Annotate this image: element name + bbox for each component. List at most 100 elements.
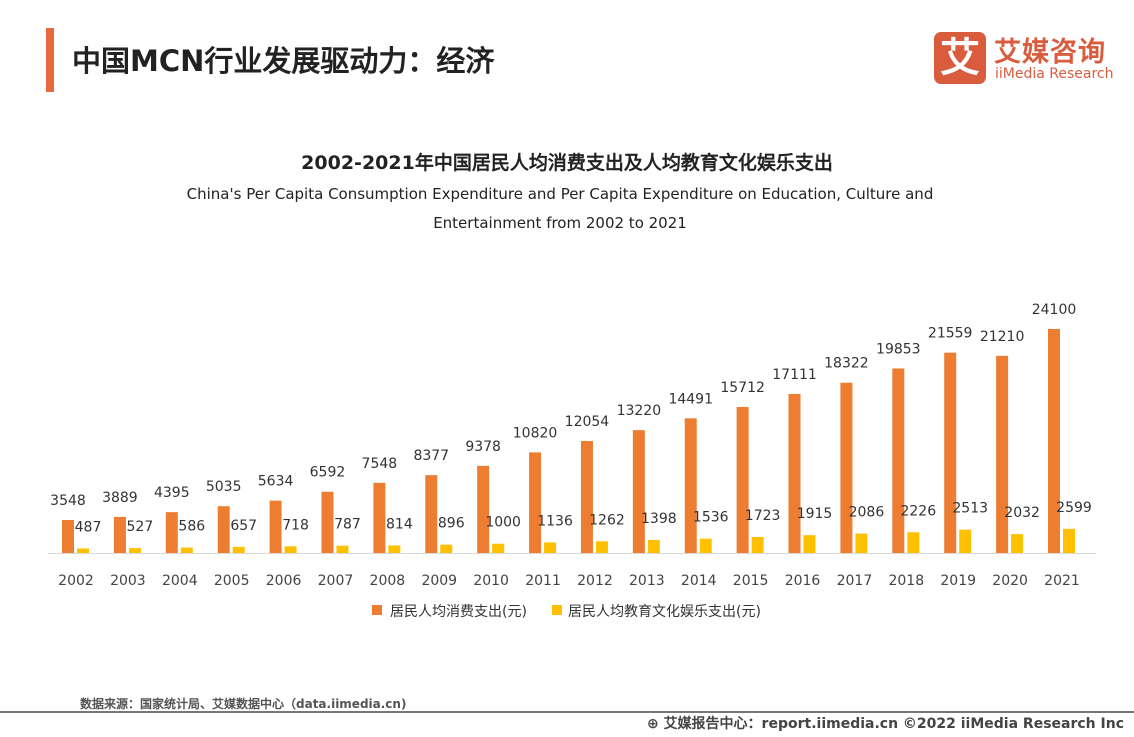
- data-label: 10820: [513, 425, 558, 441]
- footer-text: 艾媒报告中心：report.iimedia.cn ©2022 iiMedia R…: [663, 716, 1124, 732]
- bar-education: [647, 540, 660, 553]
- data-label: 13220: [617, 403, 662, 419]
- x-tick-label: 2017: [837, 573, 873, 589]
- legend-swatch: [372, 605, 382, 615]
- bar-education: [959, 529, 972, 553]
- bar-education: [544, 542, 557, 553]
- data-label: 586: [178, 519, 205, 535]
- bar-consumption: [840, 382, 853, 553]
- data-label: 5634: [258, 474, 294, 490]
- data-label: 657: [230, 518, 257, 534]
- data-label: 2032: [1004, 505, 1040, 521]
- bar-education: [751, 536, 764, 553]
- x-tick-label: 2012: [577, 573, 613, 589]
- data-label: 1398: [641, 511, 677, 527]
- data-label: 2226: [900, 503, 936, 519]
- bar-consumption: [165, 512, 178, 553]
- data-label: 1723: [745, 508, 781, 524]
- legend-label: 居民人均消费支出(元): [390, 604, 527, 620]
- data-label: 896: [438, 516, 465, 532]
- x-tick-label: 2009: [421, 573, 457, 589]
- x-tick-label: 2019: [940, 573, 976, 589]
- chart-subtitle: China's Per Capita Consumption Expenditu…: [186, 185, 934, 232]
- bar-education: [1011, 534, 1024, 553]
- footer-copyright: ⊕ 艾媒报告中心：report.iimedia.cn ©2022 iiMedia…: [647, 713, 1124, 733]
- data-label: 21559: [928, 326, 973, 342]
- data-label: 8377: [413, 448, 449, 464]
- data-label: 718: [282, 517, 309, 533]
- bar-consumption: [217, 506, 230, 553]
- data-label: 2513: [952, 501, 988, 517]
- data-label: 17111: [772, 367, 817, 383]
- data-label: 21210: [980, 329, 1025, 345]
- globe-icon: ⊕: [646, 716, 664, 732]
- bar-consumption: [892, 368, 905, 553]
- bar-education: [803, 535, 816, 553]
- bar-consumption: [477, 465, 490, 553]
- data-label: 5035: [206, 479, 242, 495]
- data-label: 15712: [720, 380, 765, 396]
- bar-education: [388, 545, 401, 553]
- bar-education: [492, 543, 505, 553]
- bar-education: [232, 546, 245, 553]
- chart-title: 2002-2021年中国居民人均消费支出及人均教育文化娱乐支出: [301, 152, 833, 174]
- x-tick-label: 2021: [1044, 573, 1080, 589]
- x-tick-label: 2014: [681, 573, 717, 589]
- bar-consumption: [736, 406, 749, 553]
- x-tick-label: 2005: [214, 573, 250, 589]
- data-label: 18322: [824, 356, 869, 372]
- x-tick-label: 2011: [525, 573, 561, 589]
- x-tick-label: 2015: [733, 573, 769, 589]
- data-label: 4395: [154, 485, 190, 501]
- logo-text-cn: 艾媒咨询: [994, 37, 1106, 68]
- x-tick-label: 2020: [992, 573, 1028, 589]
- data-label: 1262: [589, 512, 625, 528]
- data-label: 487: [75, 519, 102, 535]
- data-label: 3548: [50, 493, 86, 509]
- legend-label: 居民人均教育文化娱乐支出(元): [568, 604, 761, 620]
- footer-divider: [0, 711, 1134, 713]
- x-tick-label: 2018: [888, 573, 924, 589]
- bar-consumption: [632, 430, 645, 553]
- bar-consumption: [1048, 329, 1060, 553]
- data-label: 12054: [565, 414, 610, 430]
- data-label: 7548: [362, 456, 398, 472]
- x-tick-label: 2002: [58, 573, 94, 589]
- bar-education: [440, 544, 453, 553]
- bar-consumption: [373, 482, 386, 553]
- bar-education: [907, 532, 920, 553]
- page-title: 中国MCN行业发展驱动力：经济: [72, 44, 495, 78]
- data-label: 14491: [668, 391, 713, 407]
- bar-education: [180, 547, 193, 553]
- data-label: 1915: [797, 506, 833, 522]
- bar-education: [77, 548, 89, 553]
- bar-consumption: [425, 475, 438, 553]
- x-tick-label: 2008: [370, 573, 406, 589]
- data-label: 814: [386, 516, 413, 532]
- x-tick-label: 2006: [266, 573, 302, 589]
- bar-consumption: [580, 440, 593, 553]
- bar-education: [1063, 528, 1075, 553]
- x-tick-label: 2013: [629, 573, 665, 589]
- x-tick-label: 2007: [318, 573, 354, 589]
- data-label: 1000: [485, 515, 521, 531]
- x-tick-label: 2004: [162, 573, 198, 589]
- bar-education: [128, 548, 141, 553]
- bar-consumption: [321, 491, 334, 553]
- bar-education: [336, 545, 349, 553]
- data-source: 数据来源：国家统计局、艾媒数据中心（data.iimedia.cn): [80, 697, 407, 711]
- logo-icon: 艾: [934, 32, 986, 84]
- title-accent-bar: [46, 28, 54, 92]
- bar-consumption: [113, 516, 126, 553]
- data-label: 2599: [1056, 500, 1092, 516]
- data-label: 527: [127, 519, 154, 535]
- data-label: 2086: [849, 505, 885, 521]
- bar-consumption: [529, 452, 542, 553]
- bar-education: [284, 546, 297, 553]
- bar-consumption: [684, 418, 697, 553]
- data-label: 6592: [310, 465, 346, 481]
- data-label: 19853: [876, 341, 921, 357]
- data-label: 1536: [693, 510, 729, 526]
- logo-text-en: iiMedia Research: [995, 66, 1114, 82]
